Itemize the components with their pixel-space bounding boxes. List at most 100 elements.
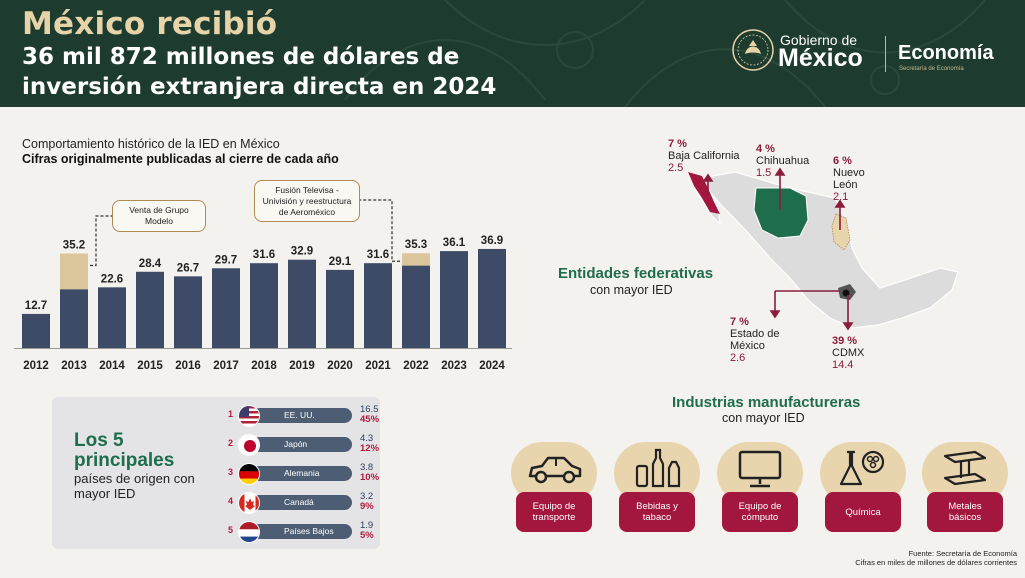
value-label-2024: 36.9 <box>481 235 503 247</box>
ied-bar-chart: 12.7 2012 35.2 2013 22.6 2014 28.4 2015 26.7 2016… <box>14 199 512 372</box>
state-estado-de-mexico: 7 % Estado de México 2.6 <box>730 316 800 364</box>
country-pct: 9% <box>360 501 374 512</box>
industry-item: Química <box>820 442 906 537</box>
industry-label: Equipo de cómputo <box>722 492 798 532</box>
country-value: 3.2 <box>360 491 374 502</box>
bottles-icon <box>635 448 681 488</box>
tick-label-2015: 2015 <box>137 360 163 372</box>
country-row: 5 Países Bajos 1.9 5% <box>228 520 378 543</box>
canada-flag-icon <box>238 492 260 514</box>
country-rank: 1 <box>228 409 234 419</box>
bar-2018 <box>250 263 278 348</box>
tick-label-2020: 2020 <box>327 360 353 372</box>
bar-highlight-2022 <box>402 253 430 266</box>
industry-item: Metales básicos <box>922 442 1008 537</box>
tick-label-2023: 2023 <box>441 360 467 372</box>
state-pct: 7 % <box>730 316 749 328</box>
state-value: 2.1 <box>833 191 849 203</box>
units-note: Cifras en miles de millones de dólares c… <box>855 558 1017 567</box>
bar-2023 <box>440 251 468 348</box>
country-value: 16.5 <box>360 404 379 415</box>
computer-monitor-icon <box>738 450 782 488</box>
value-label-2013: 35.2 <box>63 240 85 252</box>
nuevo-leon-region <box>831 213 851 251</box>
tick-label-2014: 2014 <box>99 360 125 372</box>
country-pct: 5% <box>360 530 374 541</box>
country-name: Alemania <box>284 468 320 478</box>
country-row: 4 Canadá 3.2 9% <box>228 491 378 514</box>
header-pattern <box>344 0 986 107</box>
state-value: 14.4 <box>832 359 854 371</box>
country-name: Canadá <box>284 497 314 507</box>
bar-2019 <box>288 259 316 348</box>
country-pill: EE. UU. <box>252 408 352 423</box>
car-icon <box>528 456 582 484</box>
bar-2022 <box>402 265 430 348</box>
state-name: CDMX <box>832 347 865 359</box>
bar-2012 <box>22 313 50 348</box>
tick-label-2024: 2024 <box>479 360 505 372</box>
industry-item: Equipo de transporte <box>511 442 597 537</box>
mexico-label: México <box>778 44 863 72</box>
value-label-2021: 31.6 <box>367 249 389 261</box>
tick-label-2013: 2013 <box>61 360 87 372</box>
headline-detail: 36 mil 872 millones de dólares de invers… <box>22 44 497 100</box>
countries-subheading: países de origen con mayor IED <box>74 471 195 501</box>
bar-highlight-2013 <box>60 253 88 290</box>
state-nuevo-leon: 6 % Nuevo León 2.1 <box>833 155 883 203</box>
bar-2015 <box>136 271 164 348</box>
top-countries-panel: Los 5 principales países de origen con m… <box>52 397 380 549</box>
annotation-televisa: Fusión Televisa - Univisión y reestructu… <box>254 180 360 222</box>
country-pct: 45% <box>360 414 380 425</box>
country-pill: Alemania <box>252 466 352 481</box>
bar-2016 <box>174 276 202 348</box>
industries-title: Industrias manufactureras <box>672 394 861 411</box>
country-rank: 3 <box>228 467 234 477</box>
country-name: EE. UU. <box>284 410 315 420</box>
tick-label-2021: 2021 <box>365 360 391 372</box>
country-pill: Países Bajos <box>252 524 352 539</box>
country-row: 2 Japón 4.3 12% <box>228 433 380 456</box>
country-rank: 2 <box>228 438 234 448</box>
state-name: Estado de México <box>730 328 780 352</box>
value-label-2012: 12.7 <box>25 300 47 312</box>
country-name: Japón <box>284 439 308 449</box>
country-pct: 10% <box>360 472 380 483</box>
state-pct: 7 % <box>668 138 687 150</box>
country-value: 1.9 <box>360 520 374 531</box>
value-label-2014: 22.6 <box>101 273 123 285</box>
cdmx-region <box>842 289 850 297</box>
state-value: 1.5 <box>756 167 772 179</box>
state-pct: 39 % <box>832 335 858 347</box>
state-name: Baja California <box>668 150 740 162</box>
state-pct: 4 % <box>756 143 775 155</box>
state-baja-california: 7 % Baja California 2.5 <box>668 138 740 174</box>
state-cdmx: 39 % CDMX 14.4 <box>832 335 864 371</box>
country-value: 4.3 <box>360 433 374 444</box>
country-row: 1 EE. UU. 16.5 45% <box>228 404 380 427</box>
value-label-2022: 35.3 <box>405 239 427 251</box>
industries-subtitle: con mayor IED <box>722 411 805 425</box>
country-pct: 12% <box>360 443 380 454</box>
state-name: Nuevo León <box>833 167 865 191</box>
mexico-seal-icon <box>732 29 774 71</box>
country-rank: 5 <box>228 525 234 535</box>
country-row: 3 Alemania 3.8 10% <box>228 462 380 485</box>
country-rank: 4 <box>228 496 234 506</box>
state-pct: 6 % <box>833 155 852 167</box>
states-title: Entidades federativas <box>558 265 714 282</box>
connector-televisa <box>360 199 400 262</box>
tick-label-2019: 2019 <box>289 360 315 372</box>
headline: México recibió <box>22 6 278 42</box>
states-subtitle: con mayor IED <box>590 283 673 297</box>
chart-title: Comportamiento histórico de la IED en Mé… <box>22 137 280 151</box>
tick-label-2018: 2018 <box>251 360 277 372</box>
industry-item: Equipo de cómputo <box>717 442 803 537</box>
chihuahua-region <box>753 187 809 239</box>
tick-label-2016: 2016 <box>175 360 201 372</box>
logo-divider <box>885 36 886 72</box>
flask-icon <box>839 450 885 486</box>
industry-label: Bebidas y tabaco <box>619 492 695 532</box>
industry-label: Química <box>825 492 901 532</box>
connector-grupo-modelo <box>90 215 112 267</box>
